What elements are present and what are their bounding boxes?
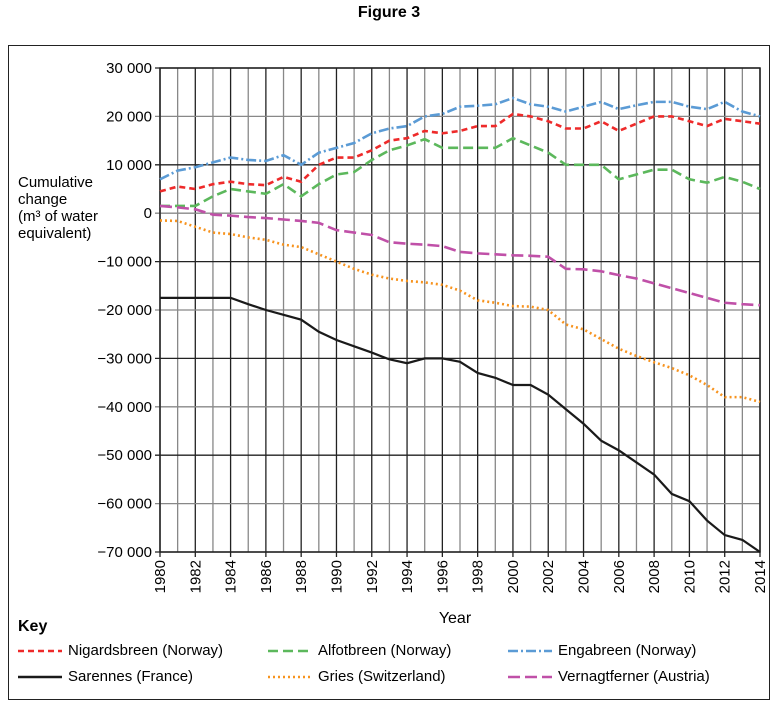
legend-item: Gries (Switzerland) (268, 668, 446, 685)
legend-title: Key (18, 618, 48, 635)
x-tick-label: 1980 (152, 560, 169, 593)
x-tick-label: 2002 (540, 560, 557, 593)
y-tick-label: 20 000 (106, 108, 152, 125)
legend-swatch (18, 649, 62, 652)
figure-title: Figure 3 (357, 4, 421, 21)
y-tick-label: −10 000 (97, 254, 152, 271)
x-tick-label: 1992 (364, 560, 381, 593)
y-tick-label: 10 000 (106, 157, 152, 174)
x-tick-label: 1986 (258, 560, 275, 593)
y-label-line: equivalent) (18, 225, 92, 242)
x-tick-label: 2008 (646, 560, 663, 593)
series-line-gries (159, 219, 761, 404)
y-tick-label: 0 (144, 205, 152, 222)
y-tick-label: −70 000 (97, 544, 152, 561)
legend-swatch (18, 675, 62, 678)
x-tick-label: 2000 (505, 560, 522, 593)
y-tick-label: −60 000 (97, 496, 152, 513)
y-tick-label: −40 000 (97, 399, 152, 416)
legend-item: Nigardsbreen (Norway) (18, 642, 223, 659)
x-tick-label: 1984 (223, 560, 240, 593)
x-tick-label: 1998 (470, 560, 487, 593)
x-axis-label: Year (439, 610, 472, 627)
plot-area (159, 67, 761, 553)
y-tick-label: −50 000 (97, 447, 152, 464)
x-tick-label: 2012 (717, 560, 734, 593)
x-tick-label: 2004 (576, 560, 593, 593)
y-label-line: (m³ of water (18, 208, 99, 225)
x-tick-label: 1988 (293, 560, 310, 593)
y-axis-label: Cumulative change (m³ of water equivalen… (18, 174, 98, 242)
legend-label: Vernagtferner (Austria) (558, 668, 710, 685)
legend-label: Gries (Switzerland) (318, 668, 446, 685)
legend-item: Alfotbreen (Norway) (268, 642, 451, 659)
legend-item: Sarennes (France) (18, 668, 193, 685)
series-line-nigardsbreen (159, 112, 761, 193)
series-line-vernagtferner (159, 204, 761, 307)
x-tick-label: 2014 (752, 560, 769, 593)
legend-label: Sarennes (France) (68, 668, 194, 685)
legend-label: Engabreen (Norway) (558, 642, 697, 659)
x-tick-label: 1996 (434, 560, 451, 593)
legend-swatch (268, 649, 312, 652)
figure-frame (8, 45, 770, 700)
legend-swatch (268, 675, 312, 678)
legend-label: Alfotbreen (Norway) (318, 642, 452, 659)
y-label-line: change (18, 191, 68, 208)
y-label-line: Cumulative (18, 174, 94, 191)
legend-label: Nigardsbreen (Norway) (68, 642, 224, 659)
x-tick-label: 2006 (611, 560, 628, 593)
x-tick-label: 1990 (328, 560, 345, 593)
x-tick-label: 1982 (187, 560, 204, 593)
y-tick-label: −20 000 (97, 302, 152, 319)
series-line-sarennes (160, 296, 761, 553)
legend-swatch (508, 649, 552, 652)
x-tick-label: 2010 (681, 560, 698, 593)
legend-item: Vernagtferner (Austria) (508, 668, 710, 685)
y-tick-label: 30 000 (106, 60, 152, 77)
x-tick-label: 1994 (399, 560, 416, 593)
series-line-alfotbreen (160, 136, 761, 208)
legend-swatch (508, 675, 552, 678)
legend-item: Engabreen (Norway) (508, 642, 696, 659)
series-line-engabreen (159, 96, 761, 181)
y-tick-label: −30 000 (97, 350, 152, 367)
